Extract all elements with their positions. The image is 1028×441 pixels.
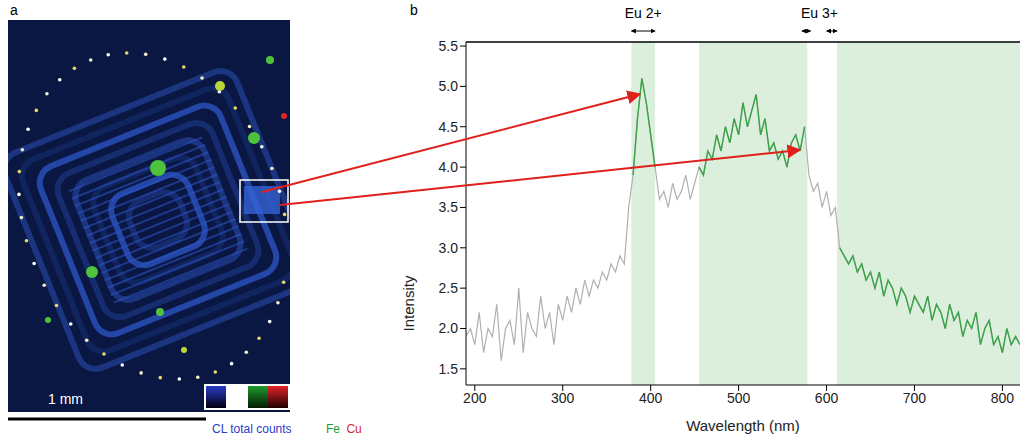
- svg-text:3.5: 3.5: [439, 199, 459, 215]
- svg-text:200: 200: [463, 390, 487, 406]
- svg-text:3.0: 3.0: [439, 240, 459, 256]
- svg-text:a: a: [10, 2, 18, 18]
- svg-text:800: 800: [991, 390, 1015, 406]
- svg-text:b: b: [410, 2, 418, 18]
- svg-text:2.5: 2.5: [439, 280, 459, 296]
- svg-text:500: 500: [727, 390, 751, 406]
- svg-text:CL total counts: CL total counts: [212, 422, 292, 436]
- svg-text:Intensity: Intensity: [400, 275, 417, 331]
- svg-text:1 mm: 1 mm: [48, 391, 83, 407]
- svg-text:600: 600: [815, 390, 839, 406]
- svg-text:5.5: 5.5: [439, 38, 459, 54]
- svg-text:4.0: 4.0: [439, 159, 459, 175]
- svg-text:4.5: 4.5: [439, 119, 459, 135]
- svg-text:400: 400: [639, 390, 663, 406]
- svg-text:300: 300: [551, 390, 575, 406]
- svg-text:5.0: 5.0: [439, 78, 459, 94]
- svg-text:2.0: 2.0: [439, 320, 459, 336]
- svg-text:Cu: Cu: [346, 422, 361, 436]
- svg-text:Wavelength (nm): Wavelength (nm): [686, 417, 800, 434]
- svg-text:700: 700: [903, 390, 927, 406]
- svg-text:1.5: 1.5: [439, 361, 459, 377]
- svg-text:Eu 3+: Eu 3+: [801, 5, 838, 21]
- svg-text:Fe: Fe: [326, 422, 340, 436]
- svg-text:Eu 2+: Eu 2+: [625, 5, 662, 21]
